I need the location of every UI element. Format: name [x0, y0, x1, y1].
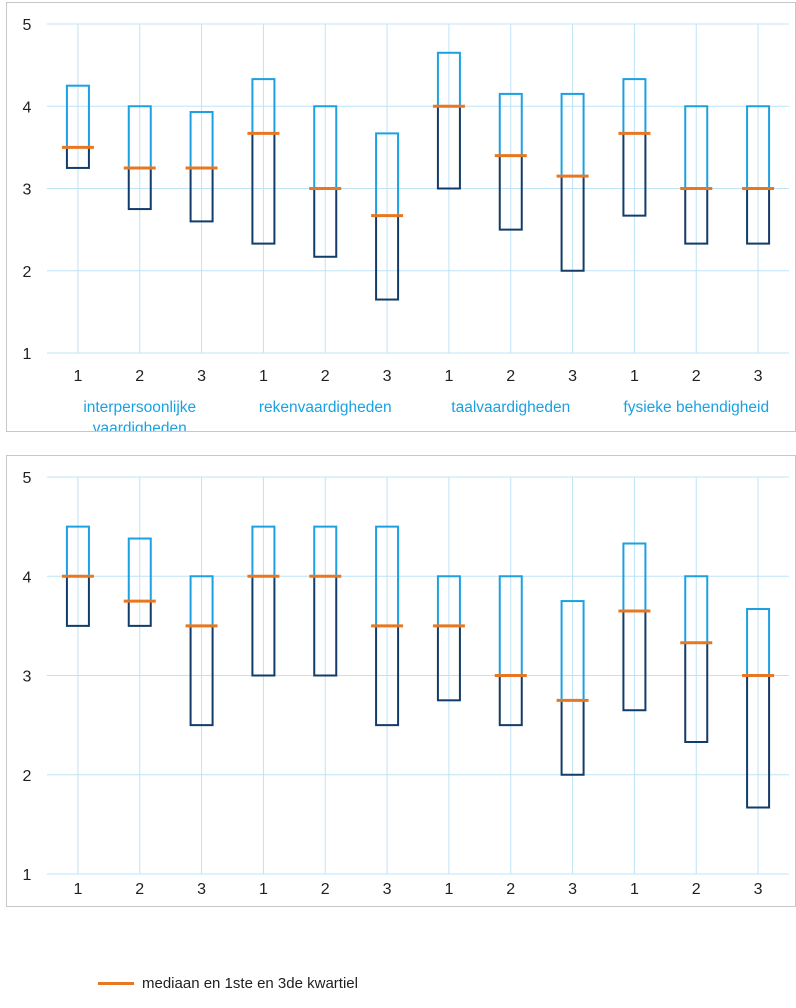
x-tick-label: 3 [568, 881, 577, 898]
y-tick-label: 1 [23, 346, 32, 363]
x-tick-label: 1 [259, 368, 268, 385]
group-label: vaardigheden [93, 420, 187, 431]
x-tick-label: 1 [73, 881, 82, 898]
x-tick-label: 1 [259, 881, 268, 898]
x-tick-label: 1 [444, 881, 453, 898]
x-tick-label: 3 [383, 881, 392, 898]
x-tick-label: 3 [568, 368, 577, 385]
legend-label: mediaan en 1ste en 3de kwartiel [142, 975, 358, 992]
group-label: interpersoonlijke [83, 399, 196, 416]
group-label: taalvaardigheden [451, 399, 570, 416]
x-tick-label: 3 [197, 368, 206, 385]
group-label: computervaardigheden [617, 905, 776, 906]
chart-panel-bottom: 12345123123123123probleemoplossendvermog… [6, 455, 796, 907]
x-tick-label: 3 [754, 368, 763, 385]
y-tick-label: 3 [23, 669, 32, 686]
y-tick-label: 5 [23, 17, 32, 34]
x-tick-label: 2 [321, 881, 330, 898]
y-tick-label: 2 [23, 768, 32, 785]
x-tick-label: 3 [383, 368, 392, 385]
y-tick-label: 1 [23, 867, 32, 884]
x-tick-label: 2 [506, 368, 515, 385]
x-tick-label: 2 [506, 881, 515, 898]
x-tick-label: 1 [444, 368, 453, 385]
group-label: fysieke behendigheid [623, 399, 769, 416]
x-tick-label: 2 [135, 368, 144, 385]
median-legend-swatch [98, 982, 134, 985]
chart-panel-top: 1 2 3 4 5 1 2 3 1 2 3 1 2 3 1 2 3 interpersoonlijke vaardi… [6, 2, 796, 432]
group-label: rekenvaardigheden [259, 399, 392, 416]
group-label: kennis van de organisatie [423, 905, 599, 906]
y-tick-label: 4 [23, 569, 32, 586]
y-tick-label: 3 [23, 182, 32, 199]
x-tick-label: 1 [630, 881, 639, 898]
x-tick-label: 2 [321, 368, 330, 385]
group-label: plannen en organiseren [244, 905, 407, 906]
x-tick-label: 3 [754, 881, 763, 898]
y-tick-label: 4 [23, 99, 32, 116]
x-tick-label: 2 [692, 368, 701, 385]
group-label: probleemoplossend [72, 905, 207, 906]
legend: mediaan en 1ste en 3de kwartiel [98, 975, 358, 992]
x-tick-label: 1 [73, 368, 82, 385]
x-tick-label: 2 [692, 881, 701, 898]
x-tick-label: 1 [630, 368, 639, 385]
y-tick-label: 5 [23, 470, 32, 487]
chart-bottom: 12345123123123123probleemoplossendvermog… [23, 470, 789, 906]
x-tick-label: 3 [197, 881, 206, 898]
y-tick-label: 2 [23, 264, 32, 281]
x-tick-label: 2 [135, 881, 144, 898]
